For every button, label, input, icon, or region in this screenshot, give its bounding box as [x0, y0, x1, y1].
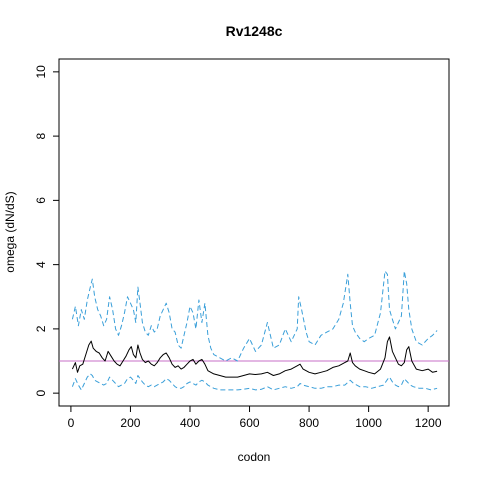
x-tick-label: 0	[68, 416, 75, 430]
y-tick-label: 8	[34, 132, 48, 139]
plot-frame	[58, 58, 450, 407]
x-tick-label: 400	[180, 416, 200, 430]
y-tick-label: 0	[34, 389, 48, 396]
x-tick-label: 1200	[415, 416, 442, 430]
lower-ci-line	[71, 373, 438, 391]
y-axis-label: omega (dN/dS)	[3, 191, 17, 272]
x-axis-label: codon	[238, 450, 271, 464]
y-tick-label: 10	[34, 65, 48, 79]
chart-marks	[59, 270, 449, 391]
y-tick-label: 6	[34, 197, 48, 204]
x-tick-label: 600	[240, 416, 260, 430]
x-tick-label: 1000	[355, 416, 382, 430]
x-tick-label: 200	[120, 416, 140, 430]
upper-ci-line	[71, 270, 438, 362]
mean-omega-line	[71, 336, 438, 378]
axis-ticks: 0 200 400 600 800 1000 1200 0 2 4 6 8 10	[34, 65, 442, 430]
chart-title: Rv1248c	[226, 23, 283, 39]
x-tick-label: 800	[299, 416, 319, 430]
y-tick-label: 2	[34, 325, 48, 332]
y-tick-label: 4	[34, 261, 48, 268]
